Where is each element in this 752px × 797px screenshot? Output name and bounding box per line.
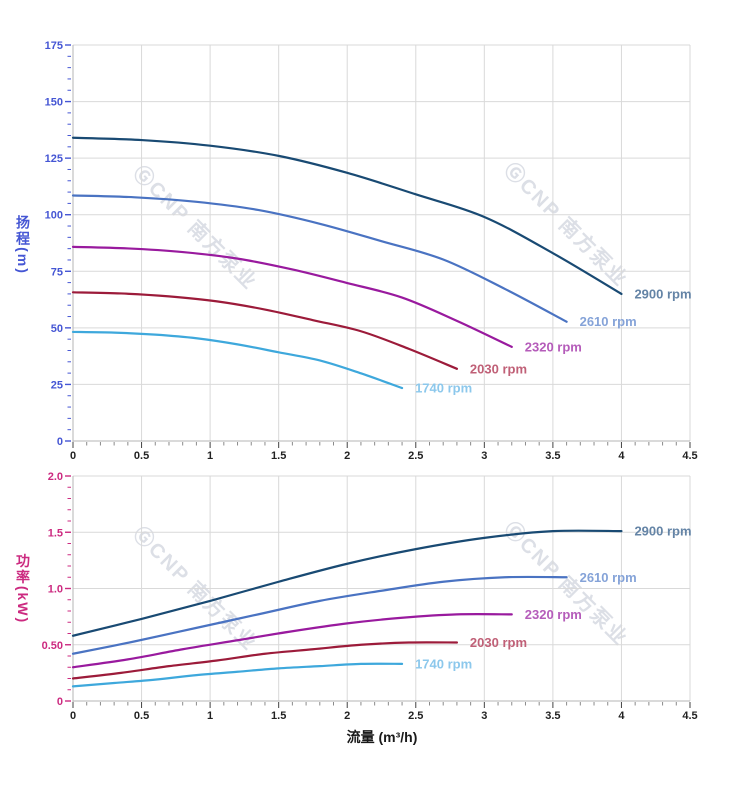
x-tick-label: 4.5 <box>682 710 697 722</box>
y-tick-label: 125 <box>45 153 63 165</box>
head-chart-label-2030-rpm: 2030 rpm <box>470 361 527 376</box>
y-tick-label: 100 <box>45 210 63 222</box>
y-tick-label: 0 <box>57 436 63 448</box>
x-tick-label: 1.5 <box>271 710 286 722</box>
power-chart-curve-2320-rpm <box>71 613 513 669</box>
x-tick-label: 3 <box>481 450 487 462</box>
head-chart-curve-2320-rpm <box>71 245 513 348</box>
power-chart-curve-1740-rpm <box>71 662 404 688</box>
y-tick-label: 175 <box>45 40 63 52</box>
power-chart-curve-2030-rpm <box>71 641 459 680</box>
head-chart-curve-2030-rpm <box>71 291 459 370</box>
x-tick-label: 3 <box>481 710 487 722</box>
power-chart-label-2610-rpm: 2610 rpm <box>580 570 637 585</box>
power-y-axis-title: 功率(kW) <box>15 553 31 625</box>
power-chart-curve-2900-rpm <box>71 529 623 637</box>
x-tick-label: 2 <box>344 450 350 462</box>
flow-x-axis-title: 流量 (m³/h) <box>346 729 418 745</box>
x-tick-label: 2.5 <box>408 710 423 722</box>
cnp-watermark: ⒼCNP 南方泵业 <box>128 161 262 295</box>
head-chart-curve-2610-rpm <box>71 194 568 323</box>
y-tick-label: 0.50 <box>42 640 63 652</box>
x-tick-label: 1 <box>207 710 213 722</box>
head-chart-label-2610-rpm: 2610 rpm <box>580 314 637 329</box>
power-chart-label-2900-rpm: 2900 rpm <box>634 524 691 539</box>
head-chart-curve-1740-rpm <box>71 330 404 390</box>
y-tick-label: 25 <box>51 379 63 391</box>
head-chart-label-2320-rpm: 2320 rpm <box>525 339 582 354</box>
power-chart-curve-2610-rpm <box>71 575 568 655</box>
x-tick-label: 2 <box>344 710 350 722</box>
x-tick-label: 0 <box>70 710 76 722</box>
y-tick-label: 1.0 <box>48 584 63 596</box>
x-tick-label: 1 <box>207 450 213 462</box>
x-tick-label: 1.5 <box>271 450 286 462</box>
power-chart-label-1740-rpm: 1740 rpm <box>415 656 472 671</box>
y-tick-label: 1.5 <box>48 527 63 539</box>
power-chart: 0 0.5 1 1.5 2 2.5 3 3.5 4 4.5 0 0.50 1.0 1.5 2.0 2900 r… <box>42 471 698 722</box>
y-tick-label: 0 <box>57 696 63 708</box>
x-tick-label: 4 <box>618 710 625 722</box>
x-tick-label: 4 <box>618 450 625 462</box>
head-chart-curve-2900-rpm <box>71 136 623 296</box>
x-tick-label: 3.5 <box>545 710 560 722</box>
head-y-axis-title: 扬程(m) <box>15 215 31 275</box>
x-tick-label: 4.5 <box>682 450 697 462</box>
y-tick-label: 150 <box>45 97 63 109</box>
head-chart-label-2900-rpm: 2900 rpm <box>634 286 691 301</box>
y-tick-label: 2.0 <box>48 471 63 483</box>
x-tick-label: 3.5 <box>545 450 560 462</box>
x-tick-label: 2.5 <box>408 450 423 462</box>
y-tick-label: 50 <box>51 323 63 335</box>
x-tick-label: 0.5 <box>134 450 149 462</box>
head-chart: 0 0.5 1 1.5 2 2.5 3 3.5 4 4.5 0 25 50 75 100 125 150 175 2… <box>45 40 698 462</box>
x-tick-label: 0 <box>70 450 76 462</box>
power-chart-label-2030-rpm: 2030 rpm <box>470 635 527 650</box>
y-tick-label: 75 <box>51 266 63 278</box>
power-chart-label-2320-rpm: 2320 rpm <box>525 607 582 622</box>
head-chart-label-1740-rpm: 1740 rpm <box>415 381 472 396</box>
x-tick-label: 0.5 <box>134 710 149 722</box>
